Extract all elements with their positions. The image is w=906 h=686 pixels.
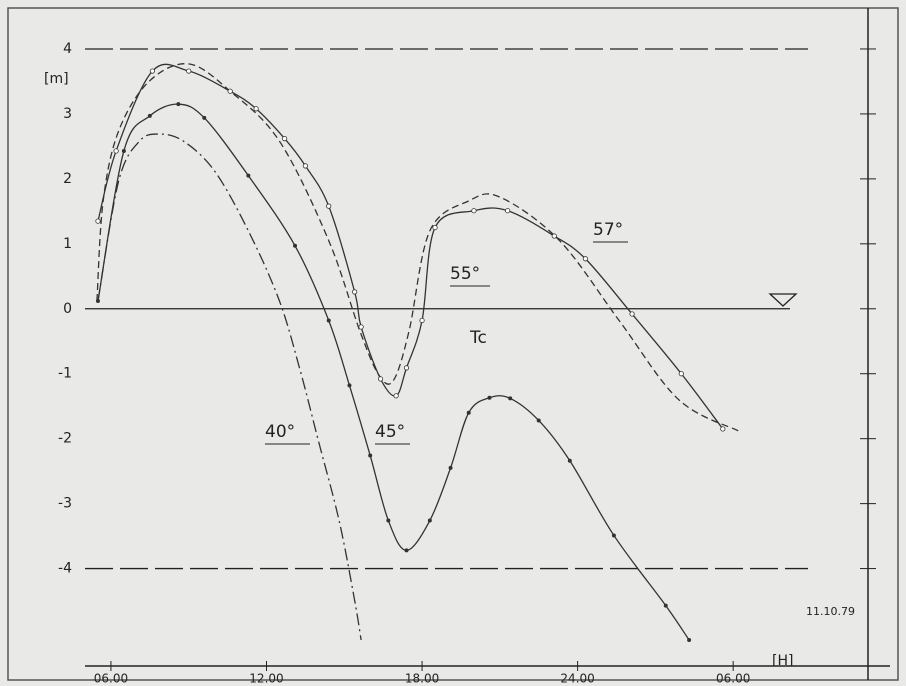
- annotation: 57°: [593, 220, 623, 240]
- y-tick-label: -4: [58, 561, 72, 577]
- point: [427, 518, 432, 523]
- point: [253, 106, 259, 112]
- point: [419, 317, 425, 324]
- point: [629, 311, 635, 317]
- point: [147, 113, 152, 118]
- point: [508, 396, 513, 401]
- y-tick-label: 0: [63, 301, 72, 317]
- y-tick-label: 2: [63, 171, 72, 187]
- point: [186, 68, 192, 74]
- y-tick-label: 1: [63, 236, 72, 252]
- point: [95, 218, 101, 224]
- series-line: [96, 63, 739, 432]
- point: [246, 173, 251, 178]
- point: [403, 365, 410, 371]
- point: [368, 453, 373, 458]
- point: [466, 410, 471, 415]
- series-line: [97, 133, 362, 641]
- point: [720, 426, 726, 432]
- point: [487, 395, 492, 400]
- x-tick-label: 18.00: [405, 672, 439, 686]
- frame: [7, 7, 899, 681]
- point: [176, 102, 181, 107]
- y-tick-label: 3: [63, 106, 72, 122]
- point: [326, 318, 331, 323]
- point: [393, 393, 399, 399]
- x-tick-label: 12.00: [249, 672, 283, 686]
- point: [121, 148, 126, 153]
- point: [282, 136, 288, 142]
- y-tick-label: -3: [58, 496, 72, 512]
- point: [663, 603, 668, 608]
- x-tick-label: 24.00: [560, 672, 594, 686]
- point: [302, 163, 308, 169]
- point: [293, 243, 298, 248]
- point: [611, 533, 616, 538]
- point: [377, 376, 384, 382]
- series-line: [97, 63, 724, 430]
- x-tick-label: 06.00: [716, 672, 750, 686]
- point: [536, 418, 541, 423]
- point: [358, 324, 364, 330]
- series-line: [97, 103, 690, 641]
- point: [505, 208, 511, 214]
- point: [678, 371, 684, 377]
- annotation: 55°: [450, 264, 480, 284]
- point: [687, 638, 692, 643]
- point: [326, 203, 332, 209]
- point: [347, 383, 352, 388]
- point: [471, 208, 477, 214]
- point: [582, 256, 588, 262]
- y-axis-label: [m]: [44, 71, 69, 87]
- x-tick-label: 06.00: [94, 672, 128, 686]
- water-level-marker: [768, 293, 798, 307]
- point: [227, 88, 233, 94]
- point: [386, 518, 391, 523]
- annotation: Tc: [469, 328, 487, 348]
- point: [567, 458, 572, 463]
- point: [113, 148, 119, 154]
- point: [448, 465, 453, 470]
- point: [551, 233, 557, 239]
- y-tick-label: -1: [58, 366, 72, 382]
- point: [202, 115, 207, 120]
- annotation: 40°: [265, 422, 295, 442]
- point: [404, 548, 409, 553]
- date-note: 11.10.79: [806, 605, 855, 618]
- y-tick-label: -2: [58, 431, 72, 447]
- y-tick-label: 4: [63, 41, 72, 57]
- point: [149, 68, 156, 74]
- annotation: 45°: [375, 422, 405, 442]
- point: [352, 289, 358, 295]
- x-axis-label: [H]: [772, 653, 793, 669]
- point: [432, 224, 438, 231]
